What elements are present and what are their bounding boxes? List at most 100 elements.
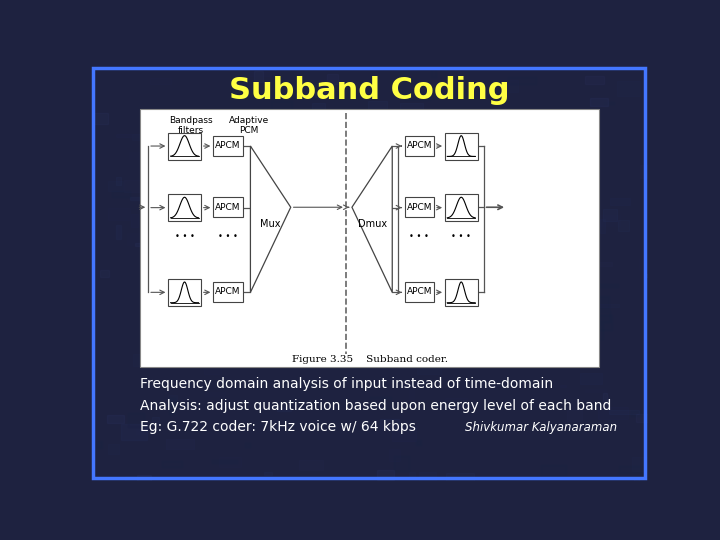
Bar [219, 344, 223, 348]
Text: Dmux: Dmux [358, 219, 387, 229]
Bar [610, 198, 630, 205]
Bar [402, 241, 430, 245]
Bar [639, 259, 666, 270]
Bar [585, 389, 606, 393]
Bar [405, 92, 430, 100]
Bar [366, 303, 392, 311]
Bar [245, 443, 250, 447]
Bar [419, 472, 436, 486]
Bar [553, 301, 558, 304]
Bar [168, 194, 201, 221]
Bar [603, 393, 607, 404]
Text: APCM: APCM [407, 202, 432, 212]
Bar [590, 305, 619, 307]
Text: • • •: • • • [175, 232, 194, 241]
Bar [213, 197, 243, 217]
Bar [539, 289, 560, 301]
Bar [289, 380, 293, 384]
Text: Eg: G.722 coder: 7kHz voice w/ 64 kbps: Eg: G.722 coder: 7kHz voice w/ 64 kbps [140, 421, 416, 435]
Bar [569, 243, 593, 255]
Bar [335, 305, 348, 312]
Bar [405, 136, 434, 156]
Bar [294, 268, 321, 271]
Bar [419, 265, 434, 277]
Bar [192, 307, 207, 321]
Bar [225, 112, 246, 119]
Bar [222, 171, 227, 183]
Bar [271, 101, 292, 113]
Bar [392, 428, 416, 441]
Bar [142, 265, 164, 274]
Bar [287, 307, 293, 322]
Bar [312, 103, 325, 112]
Text: APCM: APCM [215, 141, 240, 150]
Bar [243, 154, 257, 157]
Bar [480, 123, 488, 137]
Bar [96, 441, 102, 448]
Bar [507, 80, 518, 92]
Bar [242, 72, 271, 76]
Text: Shivkumar Kalyanaraman: Shivkumar Kalyanaraman [465, 421, 617, 434]
Bar [617, 81, 640, 96]
Bar [390, 449, 400, 461]
Polygon shape [352, 146, 392, 292]
Bar [345, 156, 360, 170]
Bar [560, 384, 565, 387]
Bar [416, 367, 441, 374]
Bar [600, 219, 605, 233]
Bar [445, 398, 467, 408]
Bar [508, 77, 536, 84]
Bar [240, 289, 249, 302]
Bar [619, 467, 645, 472]
Bar [585, 296, 608, 309]
Bar [640, 165, 662, 178]
Bar [350, 291, 361, 300]
Bar [465, 377, 490, 390]
Bar [567, 410, 582, 421]
Bar [168, 316, 186, 321]
Bar [380, 419, 399, 429]
Bar [213, 361, 239, 367]
Bar [368, 101, 387, 111]
Text: Frequency domain analysis of input instead of time-domain: Frequency domain analysis of input inste… [140, 377, 554, 392]
Bar [235, 340, 247, 349]
Bar [361, 235, 386, 237]
Bar [400, 285, 410, 288]
Bar [225, 349, 245, 362]
Bar [506, 307, 536, 315]
Bar [320, 358, 341, 366]
Bar [366, 353, 380, 368]
Bar [405, 197, 434, 217]
Bar [108, 181, 123, 191]
Bar [157, 205, 186, 212]
Text: Analysis: adjust quantization based upon energy level of each band: Analysis: adjust quantization based upon… [140, 399, 612, 413]
Text: APCM: APCM [407, 141, 432, 150]
Bar [384, 246, 410, 261]
Bar [128, 413, 144, 427]
Bar [359, 270, 365, 273]
Bar [258, 183, 263, 193]
Bar [457, 301, 464, 308]
Bar [222, 328, 250, 335]
Bar [588, 284, 618, 287]
Bar [580, 373, 603, 384]
Bar [405, 282, 434, 302]
Bar [590, 262, 613, 266]
Bar [388, 271, 402, 278]
Bar [135, 243, 158, 246]
Bar [590, 197, 597, 202]
Bar [433, 161, 438, 176]
Bar [287, 192, 295, 201]
Bar [618, 220, 629, 231]
Bar [138, 475, 151, 482]
Text: • • •: • • • [218, 232, 238, 241]
Bar [538, 260, 569, 268]
Bar [431, 68, 436, 77]
Text: Mux: Mux [261, 219, 281, 229]
Bar [378, 338, 394, 350]
Bar [463, 306, 477, 321]
Bar [558, 150, 588, 161]
Bar [116, 177, 121, 185]
Bar [310, 109, 323, 114]
Bar [354, 137, 370, 144]
